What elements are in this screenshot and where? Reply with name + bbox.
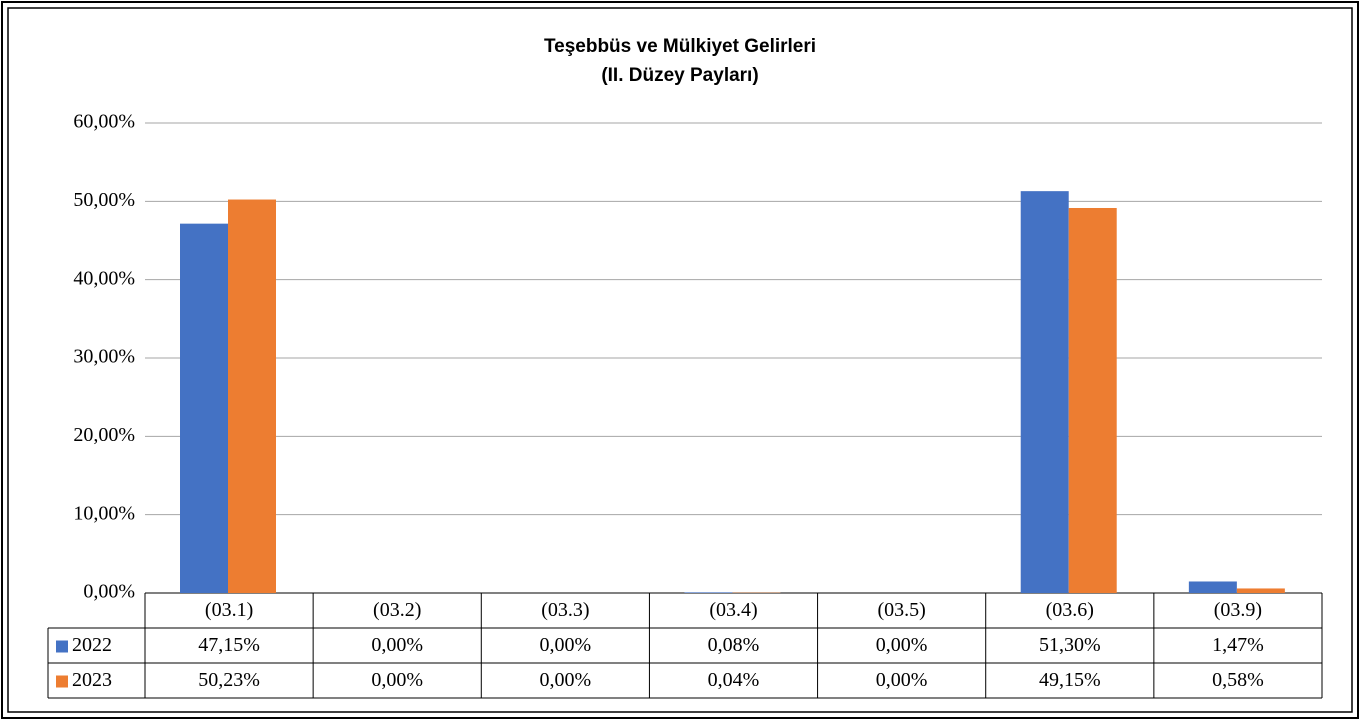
data-label: 0,00% <box>540 669 592 691</box>
x-tick-label: (03.6) <box>1046 599 1094 621</box>
inner-border <box>7 7 1353 713</box>
data-label: 0,00% <box>540 634 592 656</box>
y-tick-label: 10,00% <box>73 502 135 524</box>
bar <box>180 223 228 594</box>
data-label: 0,00% <box>371 634 423 656</box>
bar <box>228 199 276 593</box>
x-tick-label: (03.3) <box>541 599 589 621</box>
data-label: 49,15% <box>1039 669 1101 691</box>
data-label: 47,15% <box>198 634 260 656</box>
y-tick-label: 40,00% <box>73 267 135 289</box>
data-label: 51,30% <box>1039 634 1101 656</box>
bar <box>684 592 733 593</box>
bar <box>1068 207 1117 593</box>
bar <box>1236 588 1285 593</box>
y-tick-label: 0,00% <box>83 581 135 603</box>
chart-subtitle: (II. Düzey Payları) <box>601 65 758 86</box>
data-label: 50,23% <box>198 669 260 691</box>
y-tick-label: 60,00% <box>73 111 135 133</box>
data-label: 1,47% <box>1212 634 1264 656</box>
legend-swatch <box>56 675 68 688</box>
data-label: 0,00% <box>371 669 423 691</box>
data-label: 0,04% <box>708 669 760 691</box>
x-tick-label: (03.1) <box>205 599 253 621</box>
x-tick-label: (03.4) <box>709 599 757 621</box>
bar <box>1020 191 1069 593</box>
x-tick-label: (03.9) <box>1214 599 1262 621</box>
data-label: 0,00% <box>876 634 928 656</box>
legend-swatch <box>56 640 68 653</box>
bar <box>1188 581 1237 593</box>
legend-label: 2023 <box>72 669 112 691</box>
data-label: 0,58% <box>1212 669 1264 691</box>
data-label: 0,08% <box>708 634 760 656</box>
chart-title: Teşebbüs ve Mülkiyet Gelirleri <box>544 36 816 57</box>
y-tick-label: 30,00% <box>73 346 135 368</box>
y-tick-label: 20,00% <box>73 424 135 446</box>
x-tick-label: (03.5) <box>877 599 925 621</box>
y-tick-label: 50,00% <box>73 189 135 211</box>
x-tick-label: (03.2) <box>373 599 421 621</box>
legend-label: 2022 <box>72 634 112 656</box>
data-label: 0,00% <box>876 669 928 691</box>
